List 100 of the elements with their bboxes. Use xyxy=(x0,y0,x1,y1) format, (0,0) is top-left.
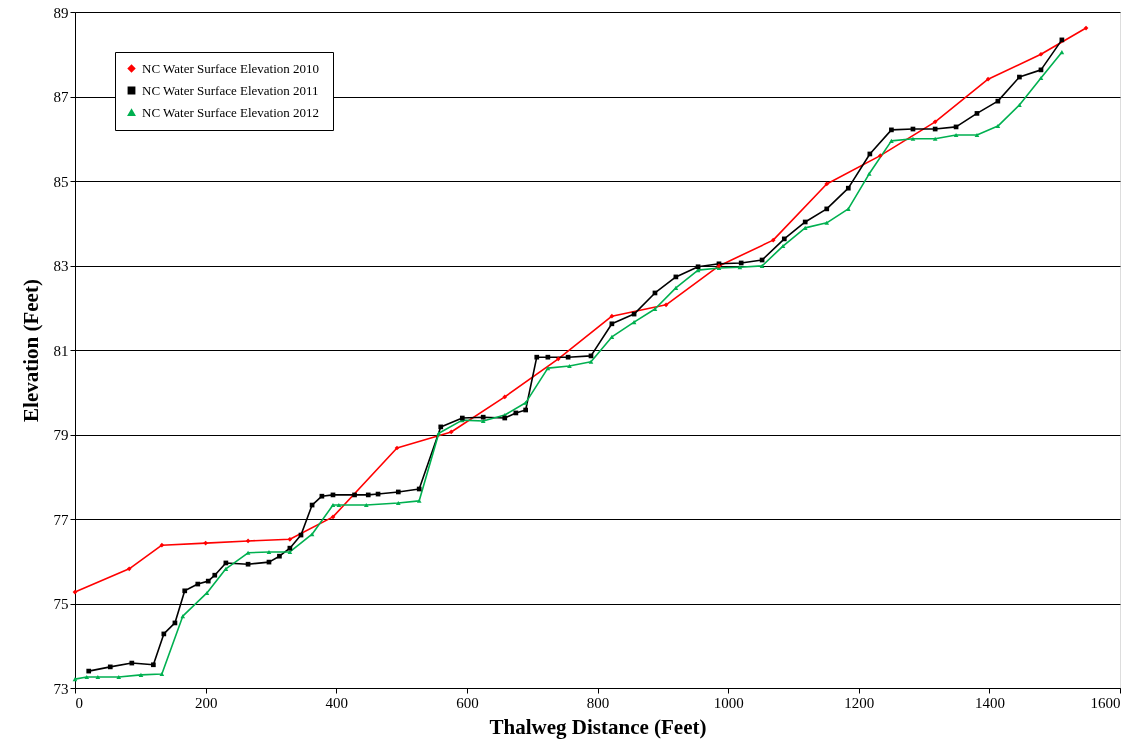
point xyxy=(502,394,508,400)
point xyxy=(195,581,201,587)
point xyxy=(534,354,540,360)
x-axis-title: Thalweg Distance (Feet) xyxy=(489,714,707,739)
point xyxy=(182,588,188,594)
point xyxy=(245,561,251,567)
legend-label: NC Water Surface Elevation 2011 xyxy=(142,82,319,98)
x-tick-label: 1600 xyxy=(1090,694,1121,711)
y-tick-label: 89 xyxy=(53,4,69,21)
point xyxy=(223,566,229,571)
point xyxy=(889,127,894,133)
point xyxy=(72,589,78,595)
point xyxy=(159,542,165,548)
point xyxy=(394,445,400,451)
point xyxy=(877,153,883,158)
point xyxy=(889,138,894,143)
point xyxy=(932,136,938,141)
point xyxy=(365,492,371,498)
x-tick-label: 600 xyxy=(456,694,479,711)
point xyxy=(159,672,165,677)
point xyxy=(545,366,551,371)
point xyxy=(180,614,186,619)
x-tick-label: 1200 xyxy=(844,694,875,711)
point xyxy=(953,132,959,137)
legend-label: NC Water Surface Elevation 2012 xyxy=(142,104,320,120)
point xyxy=(416,498,422,503)
point xyxy=(995,124,1001,129)
point xyxy=(416,486,422,492)
point xyxy=(974,111,980,116)
point xyxy=(523,407,528,413)
y-tick-label: 87 xyxy=(53,89,69,105)
point xyxy=(770,237,776,243)
point xyxy=(932,126,938,132)
point xyxy=(1059,50,1065,55)
point xyxy=(126,566,132,572)
point xyxy=(95,674,101,680)
point xyxy=(129,660,135,666)
point xyxy=(161,631,167,637)
y-tick-label: 79 xyxy=(53,427,69,443)
point xyxy=(759,263,765,268)
point xyxy=(845,206,851,211)
point xyxy=(204,590,210,595)
point xyxy=(1083,25,1089,31)
point xyxy=(151,662,156,668)
point xyxy=(480,418,486,424)
point xyxy=(86,668,92,674)
point xyxy=(523,400,528,405)
point xyxy=(985,76,991,82)
x-tick-label: 800 xyxy=(586,694,610,711)
y-tick-label: 73 xyxy=(53,680,69,697)
point xyxy=(1017,102,1022,107)
point xyxy=(802,219,808,225)
point xyxy=(565,354,571,360)
point xyxy=(116,674,122,680)
point xyxy=(1038,75,1044,80)
point xyxy=(84,674,90,680)
point xyxy=(436,431,442,436)
point xyxy=(438,424,444,430)
y-tick-label: 77 xyxy=(53,511,69,528)
point xyxy=(910,136,916,141)
point xyxy=(205,578,211,584)
point xyxy=(138,672,144,677)
legend-label: NC Water Surface Elevation 2010 xyxy=(142,60,320,76)
point xyxy=(107,664,113,670)
point xyxy=(319,493,325,499)
point xyxy=(245,550,251,555)
point xyxy=(287,536,293,542)
point xyxy=(287,549,293,554)
point xyxy=(395,500,401,505)
point xyxy=(932,119,938,125)
point xyxy=(567,364,572,369)
point xyxy=(480,414,486,420)
point xyxy=(781,236,787,242)
y-axis-title: Elevation (Feet) xyxy=(18,279,43,422)
point xyxy=(609,334,615,339)
x-tick-label: 200 xyxy=(194,694,218,711)
point xyxy=(588,359,594,364)
point xyxy=(1017,74,1022,80)
point xyxy=(824,181,830,187)
y-tick-label: 83 xyxy=(53,258,69,274)
point xyxy=(663,302,669,308)
x-tick-label: 1000 xyxy=(713,694,744,711)
point xyxy=(609,321,615,327)
x-tick-label: 0 xyxy=(75,694,83,711)
point xyxy=(212,572,218,578)
point xyxy=(824,220,830,225)
point xyxy=(203,540,208,546)
point xyxy=(448,429,454,435)
y-tick-label: 81 xyxy=(53,342,69,359)
point xyxy=(845,185,851,191)
point xyxy=(802,225,808,230)
point xyxy=(245,538,251,544)
point xyxy=(277,553,282,559)
point xyxy=(738,260,744,266)
point xyxy=(1038,51,1044,57)
point xyxy=(974,132,980,137)
point xyxy=(395,489,401,495)
point xyxy=(266,549,272,554)
x-tick-label: 1400 xyxy=(974,694,1005,711)
y-tick-label: 85 xyxy=(53,173,69,190)
